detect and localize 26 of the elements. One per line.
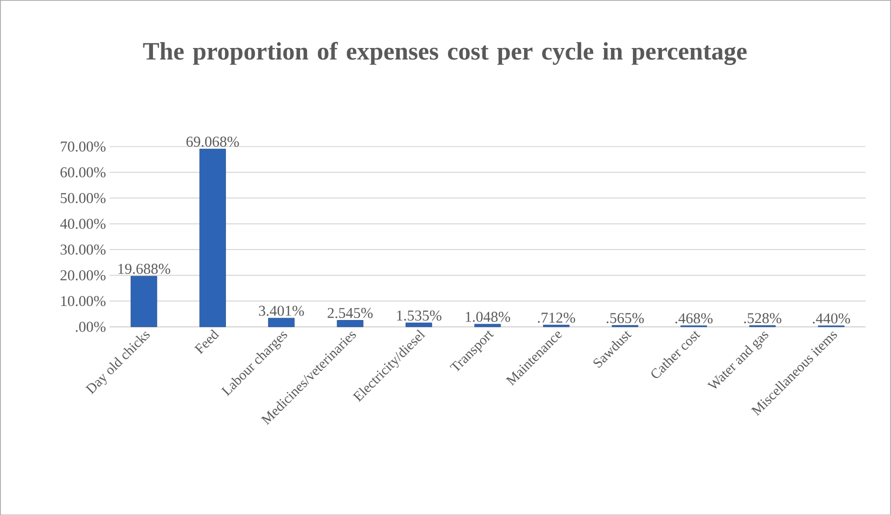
data-label: 3.401% bbox=[259, 305, 304, 316]
y-tick-label: 50.00% bbox=[60, 192, 106, 203]
bar bbox=[130, 276, 158, 327]
data-label: 1.535% bbox=[397, 310, 442, 320]
y-tick-label: 70.00% bbox=[60, 141, 106, 152]
y-tick-label: 10.00% bbox=[61, 296, 106, 306]
y-tick-label: 30.00% bbox=[60, 244, 106, 254]
y-tick-label: 20.00% bbox=[60, 270, 106, 280]
bar bbox=[474, 324, 501, 327]
chart-title: The proportion of expenses cost per cycle in percentage bbox=[143, 42, 747, 65]
data-label: .565% bbox=[606, 312, 644, 323]
bar bbox=[336, 320, 364, 327]
data-label: .712% bbox=[538, 312, 576, 323]
data-label: .528% bbox=[744, 312, 782, 324]
bar bbox=[199, 148, 226, 327]
data-label: .440% bbox=[812, 313, 850, 324]
bar bbox=[268, 318, 295, 327]
data-label: 69.068% bbox=[186, 136, 239, 147]
y-tick-label: 40.00% bbox=[60, 218, 106, 229]
y-tick-label: .00% bbox=[76, 322, 106, 332]
bar bbox=[406, 322, 432, 327]
data-label: 2.545% bbox=[328, 308, 373, 318]
y-tick-label: 60.00% bbox=[60, 167, 106, 178]
data-label: 1.048% bbox=[466, 312, 510, 322]
data-label: .468% bbox=[675, 313, 713, 324]
data-label: 19.688% bbox=[118, 264, 170, 274]
